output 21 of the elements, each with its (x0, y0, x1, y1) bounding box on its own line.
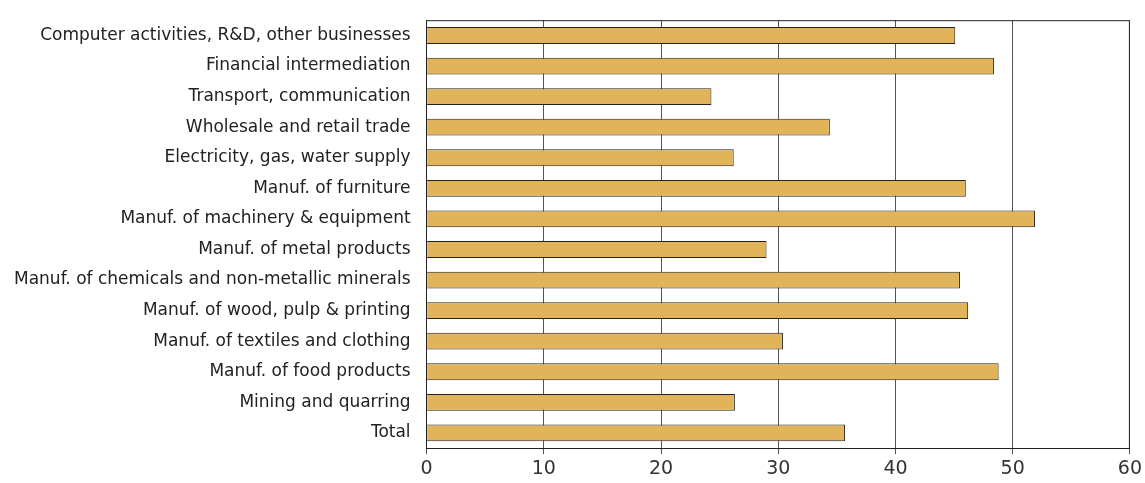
y-tick-label: Manuf. of chemicals and non-metallic minerals (13, 268, 411, 289)
x-tick-label: 20 (648, 455, 674, 478)
x-tick-label: 30 (766, 455, 791, 478)
y-tick-label: Transport, communication (187, 85, 411, 106)
y-tick-label: Wholesale and retail trade (185, 115, 411, 136)
y-tick-label: Manuf. of food products (209, 360, 411, 381)
x-tick-label: 50 (1000, 455, 1025, 478)
x-tick-label: 40 (883, 455, 908, 478)
x-tick-label: 10 (531, 455, 556, 478)
y-tick-label: Manuf. of wood, pulp & printing (142, 299, 411, 320)
y-tick-label: Manuf. of textiles and clothing (153, 329, 411, 350)
y-tick-label: Manuf. of metal products (198, 237, 411, 258)
y-tick-label: Total (369, 421, 411, 442)
y-tick-label: Financial intermediation (205, 54, 411, 75)
x-tick-label: 60 (1117, 455, 1143, 478)
y-tick-label: Mining and quarring (239, 390, 411, 411)
x-tick-label: 0 (420, 455, 433, 478)
y-tick-label: Computer activities, R&D, other businesses (40, 23, 411, 44)
y-tick-label: Electricity, gas, water supply (164, 146, 411, 167)
y-tick-label: Manuf. of machinery & equipment (120, 207, 411, 228)
y-tick-label: Manuf. of furniture (253, 176, 411, 197)
